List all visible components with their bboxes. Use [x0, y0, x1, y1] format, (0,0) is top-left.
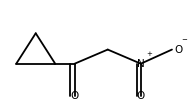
Text: −: − [182, 37, 188, 43]
Text: O: O [71, 91, 79, 101]
Text: O: O [137, 91, 145, 101]
Text: N: N [137, 59, 145, 69]
Text: O: O [174, 45, 182, 55]
Text: +: + [147, 51, 152, 57]
